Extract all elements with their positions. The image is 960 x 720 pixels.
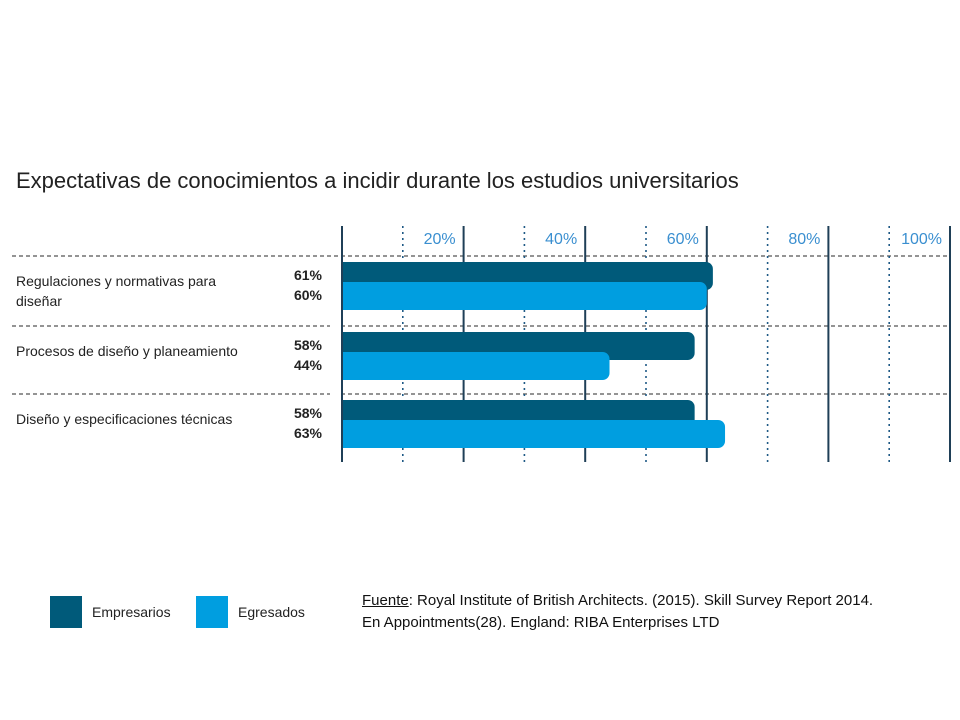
legend-label-empresarios: Empresarios	[92, 604, 171, 620]
source-prefix: Fuente	[362, 592, 409, 609]
source-note: Fuente: Royal Institute of British Archi…	[362, 590, 952, 634]
chart-title: Expectativas de conocimientos a incidir …	[16, 168, 739, 193]
x-tick-label: 60%	[667, 231, 699, 248]
source-text-line2: En Appointments(28). England: RIBA Enter…	[362, 614, 720, 631]
category-label: Regulaciones y normativas para	[16, 273, 216, 289]
category-label: Procesos de diseño y planeamiento	[16, 343, 238, 359]
legend-label-egresados: Egresados	[238, 604, 305, 620]
x-tick-label: 20%	[424, 231, 456, 248]
value-label-empresarios: 61%	[294, 267, 323, 283]
value-label-egresados: 44%	[294, 357, 323, 373]
legend-swatch-empresarios	[50, 596, 82, 628]
x-tick-label: 40%	[545, 231, 577, 248]
category-label: Diseño y especificaciones técnicas	[16, 411, 232, 427]
category-label: diseñar	[16, 293, 62, 309]
x-tick-label: 80%	[788, 231, 820, 248]
value-label-empresarios: 58%	[294, 405, 323, 421]
value-label-egresados: 63%	[294, 425, 323, 441]
legend-swatch-egresados	[196, 596, 228, 628]
value-label-egresados: 60%	[294, 287, 323, 303]
bar-egresados	[335, 282, 707, 310]
value-label-empresarios: 58%	[294, 337, 323, 353]
axis-mask	[330, 258, 341, 458]
bar-egresados	[335, 352, 610, 380]
x-tick-label: 100%	[901, 231, 942, 248]
bar-egresados	[335, 420, 726, 448]
source-text-line1: : Royal Institute of British Architects.…	[408, 592, 874, 609]
